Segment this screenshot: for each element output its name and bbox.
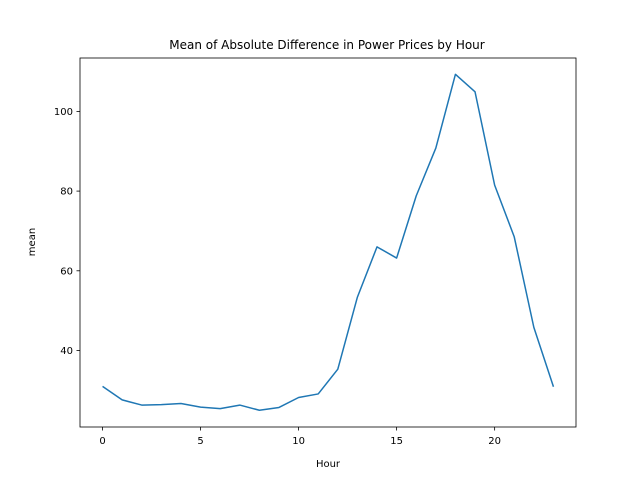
- x-tick-label: 0: [99, 436, 105, 447]
- y-tick-label: 80: [60, 187, 73, 198]
- y-tick-label: 40: [60, 346, 73, 357]
- x-axis-label: Hour: [316, 459, 341, 470]
- axes-frame: [79, 57, 577, 428]
- x-tick-label: 15: [390, 436, 403, 447]
- x-tick-label: 20: [488, 436, 501, 447]
- y-tick-label: 60: [60, 266, 73, 277]
- y-axis: 40 60 80 100: [54, 107, 80, 357]
- x-tick-label: 10: [292, 436, 305, 447]
- plot-area: [79, 57, 577, 428]
- x-tick-label: 5: [197, 436, 203, 447]
- axes-background: [80, 58, 576, 427]
- series-line: [102, 73, 555, 412]
- chart-title: Mean of Absolute Difference in Power Pri…: [169, 38, 485, 52]
- y-axis-label: mean: [27, 228, 38, 256]
- x-axis: 0 5 10 15 20: [99, 427, 501, 447]
- y-tick-label: 100: [54, 107, 73, 118]
